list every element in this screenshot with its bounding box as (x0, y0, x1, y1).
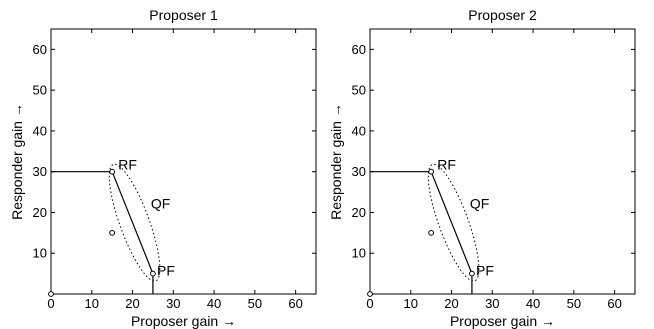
chart-panel-proposer-2: Proposer 2 Proposer gain → Responder gai… (328, 7, 636, 329)
qf-ellipse (108, 163, 161, 282)
x-tick-label: 20 (125, 296, 139, 311)
x-axis-label: Proposer gain → (450, 313, 555, 329)
x-tick-label: 0 (366, 296, 373, 311)
data-point (150, 270, 156, 277)
annotation-qf: QF (470, 195, 489, 211)
chart-title: Proposer 2 (468, 7, 537, 23)
x-axis-label: Proposer gain → (131, 313, 236, 329)
y-tick-label: 50 (352, 83, 366, 98)
y-tick-label: 20 (352, 205, 366, 220)
y-tick-label: 10 (33, 246, 47, 261)
annotation-rf: RF (118, 157, 137, 173)
x-tick-label: 60 (607, 296, 621, 311)
annotation-rf: RF (437, 157, 456, 173)
y-tick-label: 10 (352, 246, 366, 261)
y-tick-label: 50 (33, 83, 47, 98)
plot-area-frame (369, 28, 636, 295)
y-axis-label: Responder gain → (9, 103, 25, 220)
x-tick-label: 20 (444, 296, 458, 311)
x-tick-label: 30 (485, 296, 499, 311)
x-tick-label: 10 (404, 296, 418, 311)
data-point (367, 291, 373, 297)
y-tick-label: 60 (33, 42, 47, 57)
x-tick-label: 50 (248, 296, 262, 311)
data-point (428, 168, 435, 175)
series-line (430, 171, 473, 274)
data-point (109, 168, 116, 175)
chart-title: Proposer 1 (149, 7, 218, 23)
y-tick-label: 60 (352, 42, 366, 57)
plot-area-frame (50, 28, 317, 295)
y-tick-label: 20 (33, 205, 47, 220)
x-tick-label: 50 (567, 296, 581, 311)
data-point (428, 229, 435, 236)
x-tick-label: 30 (166, 296, 180, 311)
data-point (109, 229, 116, 236)
x-tick-label: 60 (288, 296, 302, 311)
x-tick-label: 10 (85, 296, 99, 311)
data-point (469, 270, 475, 277)
data-point (48, 291, 54, 297)
x-tick-label: 0 (47, 296, 54, 311)
series-line (111, 171, 154, 274)
y-tick-label: 40 (33, 123, 47, 138)
annotation-pf: PF (157, 263, 175, 279)
y-tick-label: 30 (352, 164, 366, 179)
annotation-pf: PF (476, 263, 494, 279)
y-tick-label: 30 (33, 164, 47, 179)
x-tick-label: 40 (526, 296, 540, 311)
y-axis-label: Responder gain → (328, 103, 344, 220)
annotation-qf: QF (151, 195, 170, 211)
y-tick-label: 40 (352, 123, 366, 138)
x-tick-label: 40 (207, 296, 221, 311)
chart-panel-proposer-1: Proposer 1 Proposer gain → Responder gai… (9, 7, 317, 329)
